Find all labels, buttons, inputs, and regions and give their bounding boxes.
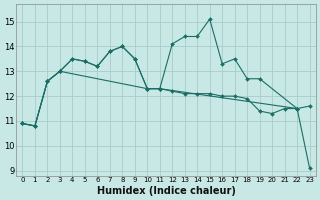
X-axis label: Humidex (Indice chaleur): Humidex (Indice chaleur) — [97, 186, 236, 196]
